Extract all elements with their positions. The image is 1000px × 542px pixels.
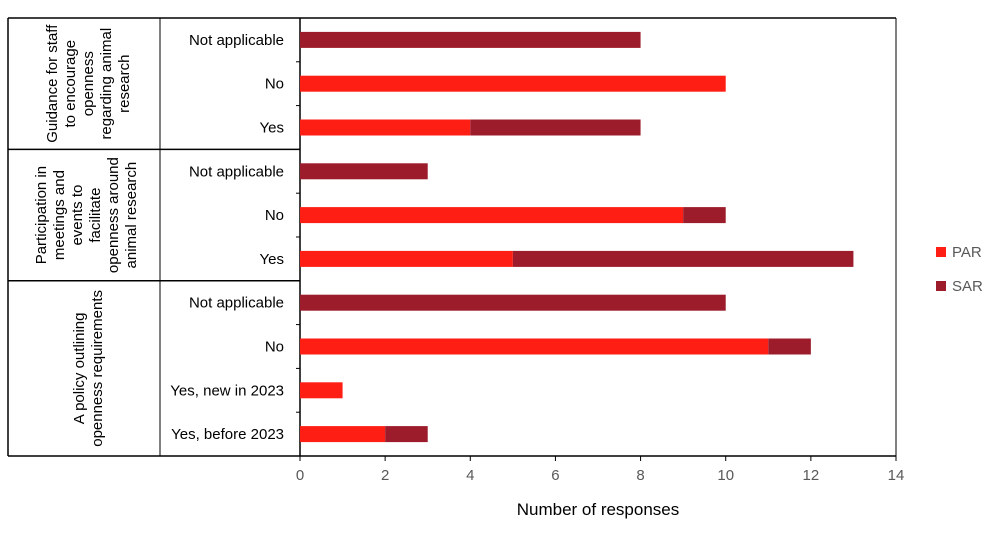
- bar-sar: [385, 426, 428, 443]
- group-label: Guidance for staffto encourageopennessre…: [44, 24, 133, 143]
- x-tick-label: 4: [466, 467, 474, 484]
- x-tick-label: 2: [381, 467, 389, 484]
- x-tick-label: 0: [296, 467, 304, 484]
- group-label-line: openness around: [105, 157, 122, 273]
- group-label-line: facilitate: [87, 188, 104, 243]
- x-tick-label: 10: [717, 467, 734, 484]
- bar-par: [300, 426, 386, 443]
- group-label-line: animal research: [123, 162, 140, 269]
- group-label-line: to encourage: [62, 40, 79, 128]
- bar-sar: [683, 207, 726, 224]
- bar-par: [300, 250, 513, 267]
- category-label: Not applicable: [189, 32, 284, 49]
- x-tick-label: 6: [551, 467, 559, 484]
- category-label: Yes: [260, 120, 284, 137]
- legend-label-par: PAR: [952, 244, 982, 261]
- group-label-line: regarding animal: [98, 28, 115, 140]
- x-tick-label: 8: [636, 467, 644, 484]
- bar-sar: [300, 31, 641, 48]
- category-label: Yes, before 2023: [171, 426, 284, 443]
- bar-sar: [512, 250, 854, 267]
- legend: PAR SAR: [936, 244, 983, 295]
- category-label: Yes, new in 2023: [170, 382, 284, 399]
- x-tick-label: 14: [888, 467, 905, 484]
- legend-swatch-sar: [936, 281, 946, 291]
- legend-swatch-par: [936, 247, 946, 257]
- bar-par: [300, 338, 769, 355]
- chart-frame: [7, 17, 897, 461]
- bar-sar: [300, 163, 428, 180]
- bar-par: [300, 119, 471, 136]
- x-tick-label: 12: [803, 467, 820, 484]
- bar-par: [300, 382, 343, 399]
- group-label: A policy outliningopenness requirements: [71, 290, 106, 447]
- group-label-line: openness requirements: [89, 290, 106, 447]
- bar-par: [300, 75, 726, 92]
- category-label: Not applicable: [189, 295, 284, 312]
- labels: 0 2 4 6 8 10 12 14 Not applicable No Yes Not applic…: [33, 24, 904, 484]
- group-label-line: Participation in: [33, 166, 50, 264]
- group-label-line: research: [116, 55, 133, 113]
- x-axis-title: Number of responses: [517, 500, 680, 519]
- group-label: Participation inmeetings andevents tofac…: [33, 157, 140, 273]
- category-label: No: [265, 76, 284, 93]
- category-label: No: [265, 207, 284, 224]
- legend-label-sar: SAR: [952, 278, 983, 295]
- group-label-line: A policy outlining: [71, 313, 88, 425]
- bars: [300, 31, 854, 443]
- category-label: Yes: [260, 251, 284, 268]
- group-label-line: events to: [69, 185, 86, 246]
- bar-par: [300, 207, 684, 224]
- bar-sar: [470, 119, 641, 136]
- bar-sar: [768, 338, 811, 355]
- group-label-line: openness: [80, 51, 97, 116]
- bar-sar: [300, 294, 726, 311]
- group-label-line: meetings and: [51, 170, 68, 260]
- group-label-line: Guidance for staff: [44, 24, 61, 143]
- category-label: No: [265, 339, 284, 356]
- category-label: Not applicable: [189, 163, 284, 180]
